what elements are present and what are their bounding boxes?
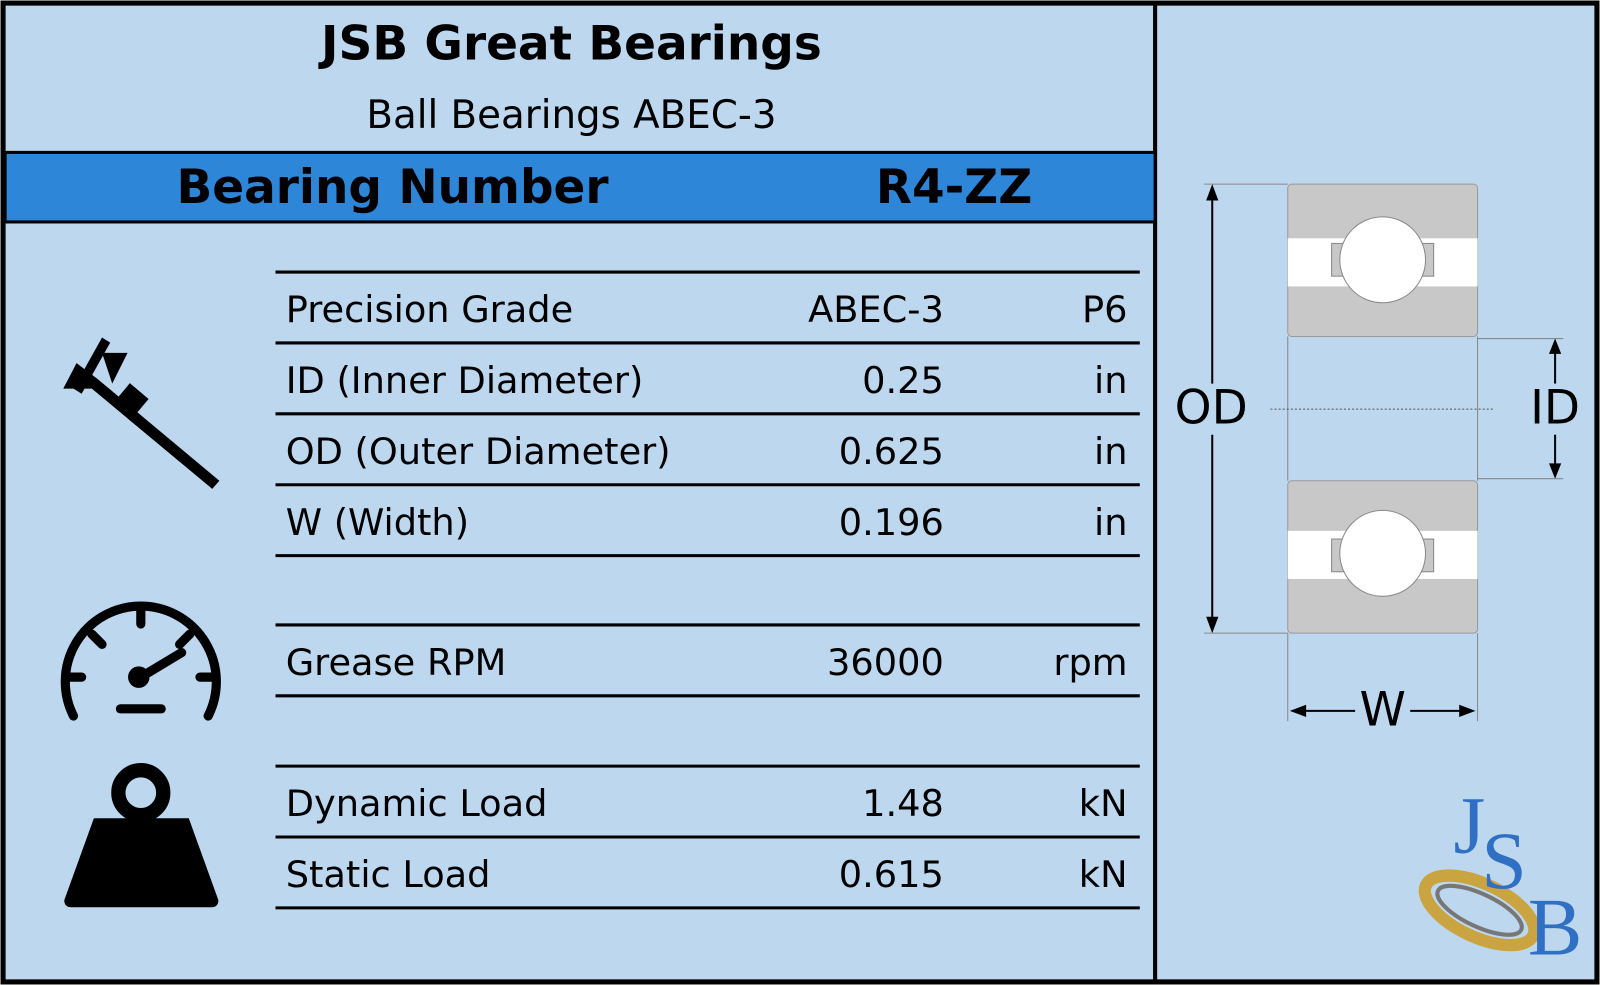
row-unit: kN bbox=[1079, 853, 1128, 896]
row-value: ABEC-3 bbox=[808, 288, 944, 331]
row-name: ID (Inner Diameter) bbox=[286, 359, 644, 402]
row-value: 0.196 bbox=[839, 501, 944, 544]
row-name: Dynamic Load bbox=[286, 782, 548, 825]
title: JSB Great Bearings bbox=[318, 17, 822, 72]
bearing-label: Bearing Number bbox=[177, 160, 610, 215]
row-value: 0.615 bbox=[839, 853, 944, 896]
weight-icon bbox=[64, 763, 219, 908]
bearing-diagram: OD ID W bbox=[1175, 183, 1580, 737]
logo-letter: J bbox=[1454, 779, 1486, 870]
row-name: OD (Outer Diameter) bbox=[286, 430, 671, 473]
gauge-icon bbox=[60, 601, 221, 721]
row-unit: in bbox=[1094, 430, 1127, 473]
row-value: 1.48 bbox=[862, 782, 944, 825]
w-label: W bbox=[1359, 682, 1405, 737]
row-unit: P6 bbox=[1082, 288, 1128, 331]
row-unit: rpm bbox=[1053, 641, 1127, 684]
bearing-band bbox=[3, 150, 1157, 224]
id-label: ID bbox=[1530, 381, 1580, 436]
caliper-icon bbox=[63, 337, 220, 489]
row-value: 36000 bbox=[827, 641, 944, 684]
logo-letter: B bbox=[1528, 882, 1582, 973]
spec-table: Precision Grade ABEC-3 P6 ID (Inner Diamete… bbox=[275, 270, 1140, 910]
row-unit: in bbox=[1094, 359, 1127, 402]
row-name: Precision Grade bbox=[286, 288, 573, 331]
subtitle: Ball Bearings ABEC-3 bbox=[366, 93, 776, 138]
od-label: OD bbox=[1175, 381, 1248, 436]
row-value: 0.625 bbox=[839, 430, 944, 473]
logo: J S B bbox=[1418, 779, 1582, 973]
row-value: 0.25 bbox=[862, 359, 944, 402]
bearing-number: R4-ZZ bbox=[876, 160, 1032, 215]
row-name: W (Width) bbox=[286, 501, 469, 544]
row-unit: kN bbox=[1079, 782, 1128, 825]
row-unit: in bbox=[1094, 501, 1127, 544]
row-name: Grease RPM bbox=[286, 641, 507, 684]
logo-letter: S bbox=[1481, 815, 1526, 906]
row-name: Static Load bbox=[286, 853, 491, 896]
